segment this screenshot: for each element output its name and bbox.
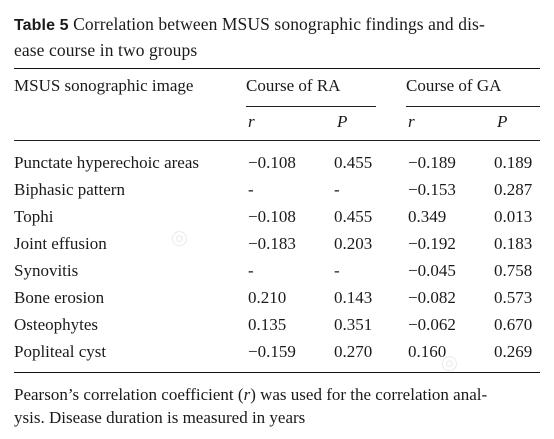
ra-p-value: - <box>334 180 340 199</box>
row-label: Punctate hyperechoic areas <box>14 153 200 172</box>
ga-r-value: −0.192 <box>408 234 456 253</box>
ga-r-value: −0.082 <box>408 288 456 307</box>
ra-p-value: 0.203 <box>334 234 373 253</box>
ga-r-value: 0.160 <box>408 342 447 361</box>
caption-line-2: ease course in two groups <box>14 40 198 60</box>
header-rule <box>14 140 540 141</box>
ra-p-value: - <box>334 261 340 280</box>
ga-r-value: −0.062 <box>408 315 456 334</box>
header-ra-p: P <box>337 112 348 131</box>
footnote-r-symbol: r <box>243 385 251 404</box>
footnote-line-2: ysis. Disease duration is measured in ye… <box>14 408 306 427</box>
ga-p-value: 0.183 <box>494 234 533 253</box>
table-label: Table 5 <box>14 17 69 34</box>
ra-p-value: 0.455 <box>334 153 373 172</box>
header-ra-r: r <box>248 112 255 131</box>
ra-r-value: −0.183 <box>248 234 296 253</box>
ga-r-value: 0.349 <box>408 207 447 226</box>
header-image-column: MSUS sonographic image <box>14 76 194 95</box>
ga-p-value: 0.013 <box>494 207 533 226</box>
ga-p-value: 0.189 <box>494 153 533 172</box>
row-label: Tophi <box>14 207 54 226</box>
ga-p-value: 0.670 <box>494 315 533 334</box>
header-ga-r: r <box>408 112 415 131</box>
table-footnote: Pearson’s correlation coefficient (r) wa… <box>14 383 544 429</box>
ga-r-value: −0.153 <box>408 180 456 199</box>
ga-group-rule <box>406 106 540 107</box>
watermark-icon: ◎ <box>166 222 192 252</box>
ga-r-value: −0.045 <box>408 261 456 280</box>
ra-r-value: −0.159 <box>248 342 296 361</box>
top-rule <box>14 68 540 69</box>
ra-r-value: −0.108 <box>248 153 296 172</box>
row-label: Synovitis <box>14 261 79 280</box>
ga-p-value: 0.287 <box>494 180 533 199</box>
row-label: Popliteal cyst <box>14 342 107 361</box>
footnote-text-2: ) was used for the correlation anal- <box>250 385 488 404</box>
header-ga-p: P <box>497 112 508 131</box>
row-label: Biphasic pattern <box>14 180 125 199</box>
ra-r-value: 0.135 <box>248 315 287 334</box>
row-label: Bone erosion <box>14 288 105 307</box>
header-course-ra: Course of RA <box>246 76 341 95</box>
bottom-rule <box>14 372 540 373</box>
row-label: Osteophytes <box>14 315 99 334</box>
ra-r-value: - <box>248 261 254 280</box>
ra-p-value: 0.270 <box>334 342 373 361</box>
ra-p-value: 0.143 <box>334 288 373 307</box>
ra-r-value: - <box>248 180 254 199</box>
row-label: Joint effusion <box>14 234 107 253</box>
ra-p-value: 0.351 <box>334 315 373 334</box>
ra-r-value: 0.210 <box>248 288 287 307</box>
ga-r-value: −0.189 <box>408 153 456 172</box>
table-caption: Table 5 Correlation between MSUS sonogra… <box>14 12 544 62</box>
ra-group-rule <box>246 106 376 107</box>
ra-p-value: 0.455 <box>334 207 373 226</box>
ga-p-value: 0.269 <box>494 342 533 361</box>
ga-p-value: 0.573 <box>494 288 533 307</box>
ra-r-value: −0.108 <box>248 207 296 226</box>
header-course-ga: Course of GA <box>406 76 502 95</box>
caption-line-1: Correlation between MSUS sonographic fin… <box>73 14 485 34</box>
ga-p-value: 0.758 <box>494 261 533 280</box>
footnote-text-1: Pearson’s correlation coefficient ( <box>14 385 244 404</box>
